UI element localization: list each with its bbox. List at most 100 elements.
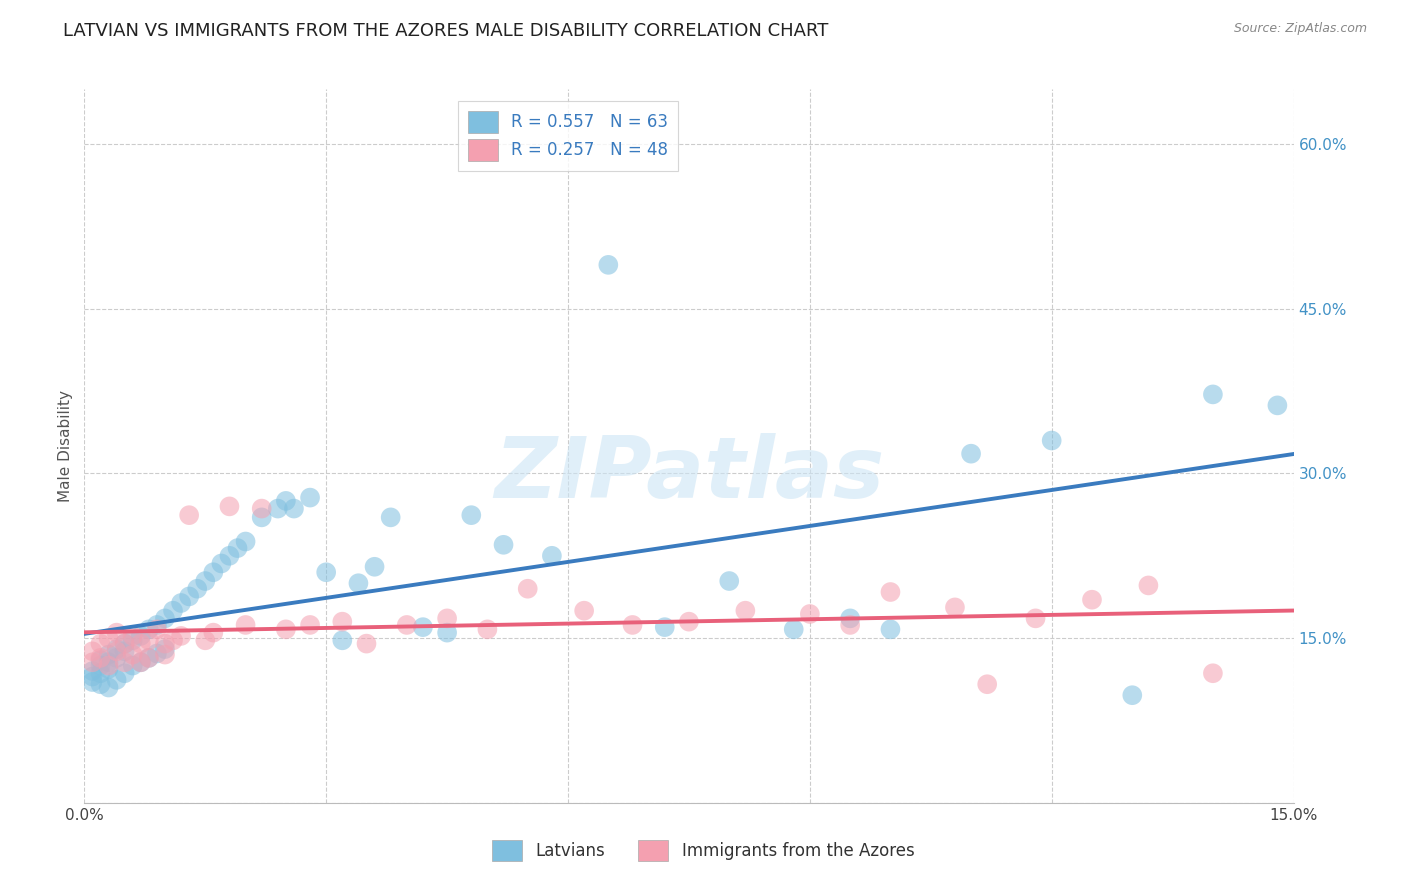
Point (283, 501, 305, 516)
Point (89, 658, 111, 673)
Point (105, 644, 128, 658)
Point (114, 666, 136, 681)
Point (516, 582, 538, 596)
Point (82, 669, 104, 683)
Point (97, 658, 120, 673)
Point (572, 604, 595, 618)
Point (879, 623, 901, 637)
Point (718, 574, 741, 588)
Point (82, 644, 104, 658)
Point (186, 582, 208, 596)
Point (114, 637, 136, 651)
Point (153, 648, 176, 662)
Point (1025, 611, 1047, 625)
Point (170, 629, 193, 643)
Point (105, 625, 128, 640)
Point (138, 623, 160, 637)
Point (89, 666, 111, 681)
Point (129, 629, 152, 643)
Point (477, 623, 499, 637)
Point (621, 618, 644, 632)
Legend: R = 0.557   N = 63, R = 0.257   N = 48: R = 0.557 N = 63, R = 0.257 N = 48 (458, 101, 678, 170)
Point (363, 559, 385, 574)
Text: Source: ZipAtlas.com: Source: ZipAtlas.com (1233, 22, 1367, 36)
Point (129, 655, 152, 669)
Point (129, 655, 152, 669)
Point (162, 633, 184, 648)
Point (218, 500, 240, 514)
Point (89, 651, 111, 665)
Point (250, 510, 273, 524)
Point (1137, 578, 1160, 592)
Point (541, 549, 564, 563)
Point (121, 633, 143, 648)
Point (783, 623, 806, 637)
Point (299, 618, 322, 632)
Point (330, 615, 353, 629)
Point (218, 549, 240, 563)
Point (943, 600, 966, 615)
Point (105, 651, 128, 665)
Point (105, 642, 128, 657)
Point (202, 625, 225, 640)
Point (347, 576, 370, 591)
Point (1081, 592, 1104, 607)
Point (436, 625, 458, 640)
Point (153, 642, 176, 657)
Point (274, 494, 297, 508)
Point (179, 590, 201, 604)
Point (82, 664, 104, 678)
Point (380, 510, 402, 524)
Point (89, 677, 111, 691)
Point (129, 637, 152, 651)
Point (82, 655, 104, 669)
Point (1202, 387, 1225, 401)
Point (82, 675, 104, 690)
Point (226, 541, 249, 555)
Point (436, 611, 458, 625)
Point (146, 623, 169, 637)
Point (1040, 434, 1063, 448)
Legend: Latvians, Immigrants from the Azores: Latvians, Immigrants from the Azores (485, 833, 921, 868)
Point (146, 647, 169, 661)
Point (97, 681, 120, 695)
Y-axis label: Male Disability: Male Disability (58, 390, 73, 502)
Point (460, 508, 482, 523)
Point (799, 607, 821, 621)
Point (114, 644, 136, 658)
Point (162, 604, 184, 618)
Point (114, 655, 136, 669)
Point (121, 658, 143, 673)
Point (235, 534, 257, 549)
Point (1202, 666, 1225, 681)
Point (170, 596, 193, 610)
Point (202, 566, 225, 580)
Point (114, 637, 136, 651)
Point (97, 662, 120, 676)
Point (395, 618, 418, 632)
Point (734, 604, 756, 618)
Point (839, 611, 862, 625)
Point (1121, 688, 1143, 702)
Point (1267, 398, 1289, 412)
Point (299, 491, 322, 505)
Point (960, 447, 983, 461)
Point (267, 501, 290, 516)
Point (315, 566, 337, 580)
Point (209, 557, 232, 571)
Point (179, 508, 201, 523)
Point (976, 677, 998, 691)
Point (138, 651, 160, 665)
Point (121, 648, 143, 662)
Point (250, 501, 273, 516)
Point (839, 618, 862, 632)
Point (89, 653, 111, 667)
Point (138, 651, 160, 665)
Point (330, 633, 353, 648)
Text: ZIPatlas: ZIPatlas (494, 433, 884, 516)
Point (235, 618, 257, 632)
Point (138, 633, 160, 648)
Point (598, 258, 620, 272)
Point (274, 623, 297, 637)
Point (105, 673, 128, 687)
